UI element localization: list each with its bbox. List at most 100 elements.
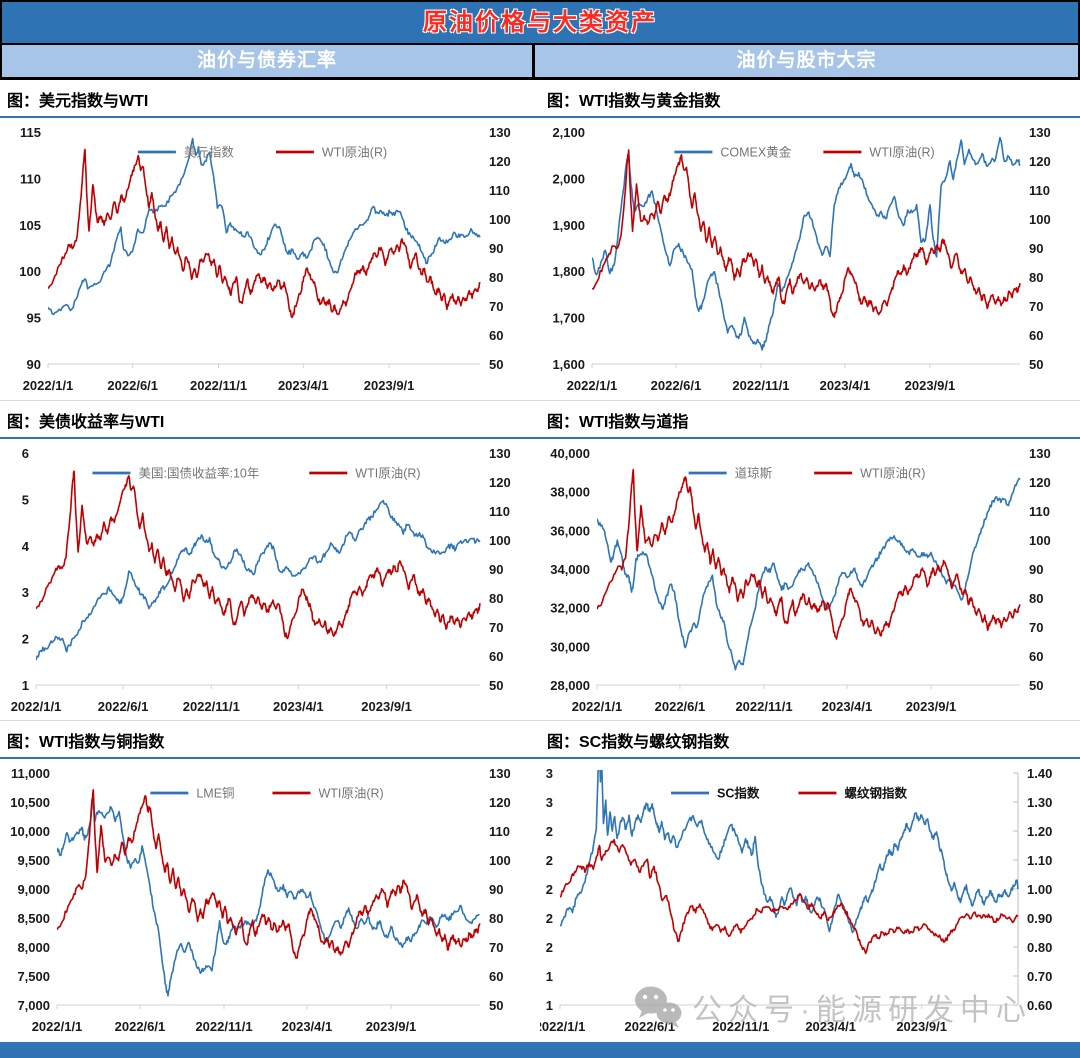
legend-label: COMEX黄金 — [720, 145, 791, 160]
y-right-tick-label: 0.90 — [1027, 911, 1052, 926]
x-tick-label: 2022/1/1 — [11, 699, 62, 714]
y-right-tick-label: 80 — [1029, 591, 1043, 606]
x-tick-label: 2022/6/1 — [107, 378, 158, 393]
y-right-tick-label: 110 — [489, 504, 510, 519]
legend-label: LME铜 — [196, 786, 234, 801]
y-left-tick-label: 8,500 — [17, 911, 50, 926]
x-tick-label: 2022/1/1 — [23, 378, 74, 393]
section-header-row: 油价与债券汇率 油价与股市大宗 — [2, 45, 1078, 80]
series-line-local-blue — [36, 499, 481, 661]
y-right-tick-label: 60 — [489, 649, 503, 664]
legend-label: WTI原油(R) — [355, 467, 420, 481]
legend: LME铜 WTI原油(R) — [150, 786, 384, 801]
y-right-tick-label: 60 — [1029, 328, 1043, 343]
chart-title: 图：WTI指数与铜指数 — [0, 731, 540, 759]
y-left-tick-label: 1 — [546, 998, 553, 1013]
y-left-tick-label: 105 — [19, 218, 41, 233]
y-left-tick-label: 36,000 — [550, 523, 590, 538]
y-right-tick-label: 1.40 — [1027, 766, 1052, 781]
chart-panel-dow-wti: 图：WTI指数与道指 2022/1/1 2022/6/1 2022/11/1 2023… — [540, 400, 1080, 720]
y-left-tick-label: 34,000 — [550, 562, 590, 577]
legend: SC指数 螺纹钢指数 — [671, 786, 907, 801]
y-right-tick-label: 90 — [489, 562, 503, 577]
chart-panel-yield-wti: 图：美债收益率与WTI 2022/1/1 2022/6/1 2022/11/1 202… — [0, 400, 540, 720]
x-tick-label: 2023/4/1 — [805, 1019, 856, 1034]
chart-title: 图：美债收益率与WTI — [0, 411, 540, 439]
legend-label: WTI原油(R) — [869, 146, 934, 160]
y-right-tick-label: 60 — [489, 969, 503, 984]
x-tick-label: 2023/9/1 — [361, 699, 412, 714]
y-left-tick-label: 9,500 — [17, 853, 50, 868]
chart-title: 图：美元指数与WTI — [0, 90, 540, 118]
y-left-tick-label: 32,000 — [550, 601, 590, 616]
y-left-tick-label: 90 — [27, 357, 41, 372]
report-header: 原油价格与大类资产 油价与债券汇率 油价与股市大宗 — [0, 0, 1080, 80]
y-right-tick-label: 120 — [1029, 475, 1051, 490]
y-right-tick-label: 80 — [489, 591, 503, 606]
legend-label: WTI原油(R) — [322, 146, 387, 160]
y-left-tick-label: 2 — [22, 632, 29, 647]
line-chart: 2022/1/1 2022/6/1 2022/11/1 2023/4/1 2023/9/… — [552, 125, 1050, 393]
series-line-local-blue — [57, 793, 480, 997]
y-right-tick-label: 110 — [489, 824, 510, 839]
y-right-tick-label: 1.10 — [1027, 853, 1052, 868]
y-left-tick-label: 100 — [19, 264, 41, 279]
x-tick-label: 2022/11/1 — [183, 699, 240, 714]
y-left-tick-label: 6 — [22, 446, 29, 461]
y-right-tick-label: 60 — [1029, 649, 1043, 664]
y-right-tick-label: 110 — [1029, 504, 1050, 519]
series-line-local-blue — [48, 137, 481, 316]
y-left-tick-label: 1,800 — [552, 264, 585, 279]
y-right-tick-label: 130 — [489, 125, 511, 140]
x-tick-label: 2022/1/1 — [32, 1019, 83, 1034]
y-right-tick-label: 100 — [489, 533, 511, 548]
x-tick-label: 2022/1/1 — [567, 378, 618, 393]
series-line-local-red — [560, 838, 1019, 955]
y-left-tick-label: 28,000 — [550, 678, 590, 693]
y-left-tick-label: 4 — [22, 539, 30, 554]
legend-label: 道琼斯 — [735, 466, 773, 481]
y-left-tick-label: 2,100 — [552, 125, 585, 140]
y-right-tick-label: 1.00 — [1027, 882, 1052, 897]
x-tick-label: 2022/11/1 — [712, 1019, 769, 1034]
section-header-bonds-fx: 油价与债券汇率 — [2, 45, 535, 77]
y-right-tick-label: 80 — [489, 270, 503, 285]
chart-copper-wti: 2022/1/1 2022/6/1 2022/11/1 2023/4/1 2023/9/… — [0, 759, 540, 1041]
chart-panel-sc-rebar: 图：SC指数与螺纹钢指数 2022/1/12022/6/12022/11/120… — [535, 720, 1080, 1040]
y-right-tick-label: 90 — [1029, 241, 1043, 256]
y-left-tick-label: 3 — [546, 766, 553, 781]
y-left-tick-label: 2 — [546, 882, 553, 897]
y-left-tick-label: 7,000 — [17, 998, 50, 1013]
y-left-tick-label: 30,000 — [550, 639, 590, 654]
y-left-tick-label: 1,700 — [552, 311, 585, 326]
y-left-tick-label: 38,000 — [550, 485, 590, 500]
y-right-tick-label: 50 — [1029, 357, 1043, 372]
y-left-tick-label: 1 — [22, 678, 29, 693]
x-tick-label: 2023/4/1 — [822, 699, 873, 714]
x-tick-label: 2023/4/1 — [282, 1019, 333, 1034]
series-line-wti-red — [597, 468, 1021, 640]
y-right-tick-label: 50 — [489, 357, 503, 372]
x-tick-label: 2022/11/1 — [190, 378, 247, 393]
x-tick-label: 2023/9/1 — [364, 378, 415, 393]
y-right-tick-label: 70 — [489, 620, 503, 635]
y-right-tick-label: 100 — [489, 212, 511, 227]
legend-label: WTI原油(R) — [318, 787, 383, 801]
legend: COMEX黄金 WTI原油(R) — [674, 145, 935, 160]
y-right-tick-label: 80 — [489, 911, 503, 926]
x-tick-label: 2022/11/1 — [735, 699, 792, 714]
y-right-tick-label: 100 — [1029, 533, 1051, 548]
y-left-tick-label: 1,600 — [552, 357, 585, 372]
x-tick-label: 2022/6/1 — [115, 1019, 166, 1034]
y-right-tick-label: 100 — [489, 853, 511, 868]
series-line-local-blue — [592, 136, 1021, 351]
chart-panel-gold-wti: 图：WTI指数与黄金指数 2022/1/1 2022/6/1 2022/11/1 20… — [540, 80, 1080, 400]
y-right-tick-label: 70 — [1029, 620, 1043, 635]
y-right-tick-label: 110 — [1029, 183, 1050, 198]
chart-title: 图：SC指数与螺纹钢指数 — [540, 731, 1080, 759]
y-right-tick-label: 130 — [1029, 446, 1051, 461]
y-right-tick-label: 50 — [489, 678, 503, 693]
legend-label: 美元指数 — [184, 145, 235, 160]
x-tick-label: 2022/11/1 — [732, 378, 789, 393]
